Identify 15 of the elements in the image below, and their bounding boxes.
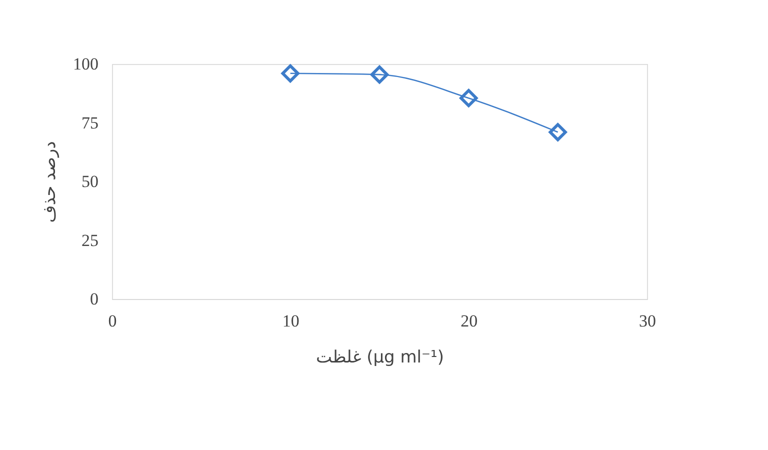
x-tick-label: 0 xyxy=(108,312,117,330)
x-axis-title: غلظت (µg ml⁻¹) xyxy=(316,348,444,368)
point xyxy=(370,65,389,84)
point xyxy=(460,88,478,108)
x-tick-label: 10 xyxy=(282,312,300,330)
y-tick-label: 25 xyxy=(82,230,98,250)
point xyxy=(281,64,300,82)
x-tick-label: 20 xyxy=(460,312,478,330)
x-tick-label: 30 xyxy=(639,312,656,330)
y-tick-label: 75 xyxy=(82,113,98,132)
y-tick-label: 100 xyxy=(73,54,98,74)
point xyxy=(548,123,567,142)
y-axis-title: درصد حذف xyxy=(40,141,60,223)
y-tick-label: 50 xyxy=(82,172,98,191)
y-tick-label: 0 xyxy=(90,290,98,308)
